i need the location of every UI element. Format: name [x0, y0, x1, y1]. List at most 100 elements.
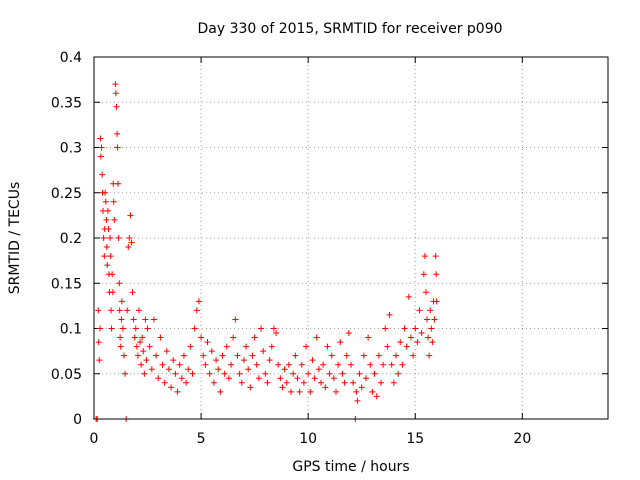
data-point: [112, 90, 119, 97]
y-tick-label: 0: [73, 412, 82, 428]
data-point: [426, 352, 433, 359]
data-point: [138, 361, 145, 368]
data-point: [118, 316, 125, 323]
data-point: [407, 334, 414, 341]
gridlines: [94, 57, 608, 419]
data-point: [255, 375, 262, 382]
data-point: [111, 216, 118, 223]
data-point: [189, 370, 196, 377]
data-point: [341, 379, 348, 386]
data-point: [217, 388, 224, 395]
data-point: [431, 316, 438, 323]
data-point: [279, 384, 286, 391]
data-point: [163, 348, 170, 355]
data-point: [343, 352, 350, 359]
data-point: [418, 330, 425, 337]
data-point: [264, 379, 271, 386]
data-point: [103, 244, 110, 251]
data-point: [204, 339, 211, 346]
data-point: [176, 361, 183, 368]
data-point: [405, 293, 412, 300]
data-point: [155, 375, 162, 382]
data-point: [234, 352, 241, 359]
y-tick-label: 0.35: [51, 95, 82, 111]
data-point: [277, 375, 284, 382]
x-tick-label: 20: [513, 431, 531, 447]
x-tick-label: 0: [90, 431, 99, 447]
data-point: [153, 352, 160, 359]
data-point: [102, 198, 109, 205]
data-point: [101, 253, 108, 260]
data-point: [305, 370, 312, 377]
data-point: [420, 271, 427, 278]
data-point: [102, 189, 109, 196]
data-point: [223, 343, 230, 350]
data-point: [206, 370, 213, 377]
data-point: [240, 357, 247, 364]
data-point: [140, 348, 147, 355]
data-point: [165, 366, 172, 373]
data-point: [433, 271, 440, 278]
y-tick-label: 0.1: [60, 322, 82, 338]
data-point: [232, 316, 239, 323]
data-point: [132, 325, 139, 332]
data-point: [399, 361, 406, 368]
data-point: [373, 393, 380, 400]
data-point: [377, 379, 384, 386]
data-point: [249, 352, 256, 359]
data-point: [335, 361, 342, 368]
data-point: [260, 348, 267, 355]
data-point: [96, 325, 103, 332]
data-point: [350, 379, 357, 386]
data-point: [410, 352, 417, 359]
data-point: [96, 357, 103, 364]
data-point: [116, 307, 123, 314]
data-point: [428, 325, 435, 332]
data-point: [315, 366, 322, 373]
data-point: [388, 361, 395, 368]
data-point: [112, 81, 119, 88]
data-point: [107, 253, 114, 260]
data-point: [360, 352, 367, 359]
data-point: [318, 379, 325, 386]
data-point: [168, 384, 175, 391]
data-point: [110, 198, 117, 205]
data-point: [128, 239, 135, 246]
data-point: [157, 334, 164, 341]
data-point: [253, 361, 260, 368]
data-point: [159, 361, 166, 368]
data-point: [215, 366, 222, 373]
data-point: [178, 375, 185, 382]
y-tick-label: 0.2: [60, 231, 82, 247]
data-point: [183, 379, 190, 386]
data-point: [362, 375, 369, 382]
data-point: [427, 307, 434, 314]
axis-ticks: 0 0.05 0.1 0.15 0.2 0.25 0.3 0.35 0.4 0 5 10 15 20: [51, 50, 608, 447]
data-point: [109, 289, 116, 296]
data-point: [262, 370, 269, 377]
data-point: [113, 103, 120, 110]
data-point: [191, 325, 198, 332]
data-point: [143, 357, 150, 364]
data-point: [245, 366, 252, 373]
data-point: [270, 325, 277, 332]
data-point: [104, 262, 111, 269]
data-point: [230, 334, 237, 341]
data-point: [429, 339, 436, 346]
data-point: [221, 370, 228, 377]
data-point: [108, 325, 115, 332]
data-point: [285, 361, 292, 368]
data-point: [251, 334, 258, 341]
data-point: [141, 370, 148, 377]
data-point: [131, 334, 138, 341]
data-point: [100, 235, 107, 241]
data-point: [174, 388, 181, 395]
data-point: [384, 343, 391, 350]
data-point: [107, 235, 114, 241]
data-point: [392, 352, 399, 359]
data-point: [290, 370, 297, 377]
data-point: [382, 325, 389, 332]
data-point: [114, 144, 121, 151]
data-point: [115, 235, 122, 241]
